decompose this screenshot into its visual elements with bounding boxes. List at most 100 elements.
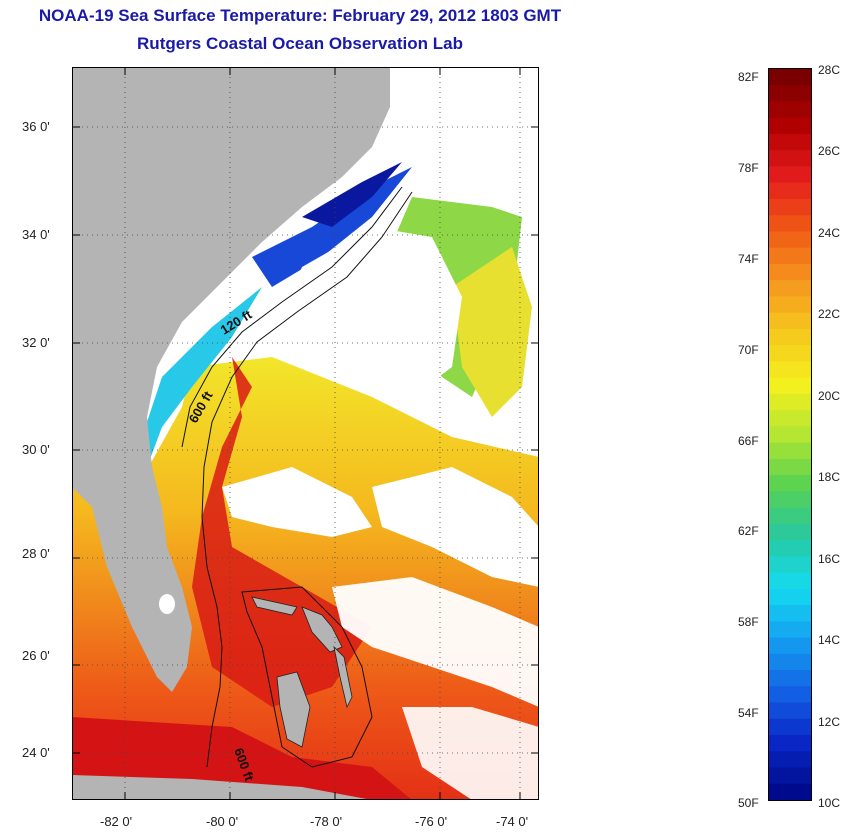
colorbar-band xyxy=(769,588,811,606)
lat-label-26: 26 0' xyxy=(22,648,50,663)
lat-label-30: 30 0' xyxy=(22,442,50,457)
colorbar-band xyxy=(769,361,811,379)
land-bahamas-andros xyxy=(276,671,311,748)
lon-label-74: -74 0' xyxy=(496,814,529,829)
temperature-colorbar xyxy=(768,68,812,801)
colorbar-band xyxy=(769,393,811,411)
colorbar-band xyxy=(769,231,811,249)
colorbar-band xyxy=(769,540,811,557)
lat-label-24: 24 0' xyxy=(22,745,50,760)
isobath-bahamas xyxy=(241,586,373,768)
lat-label-32: 32 0' xyxy=(22,335,50,350)
colorbar-band xyxy=(769,247,811,265)
colorbar-band xyxy=(769,101,811,119)
colorbar-band xyxy=(769,702,811,720)
colorbar-band xyxy=(769,312,811,330)
lake-okeechobee xyxy=(159,594,175,614)
colorbar-f-62: 62F xyxy=(738,524,759,538)
shelf-darkblue xyxy=(302,162,402,227)
lon-label-80: -80 0' xyxy=(206,814,239,829)
yellow-offshore xyxy=(452,247,532,417)
colorbar-band xyxy=(769,686,811,704)
sst-map: 120 ft 600 ft 600 ft xyxy=(72,67,539,800)
colorbar-band xyxy=(769,69,811,86)
map-subtitle: Rutgers Coastal Ocean Observation Lab xyxy=(137,34,463,53)
cloud-mid xyxy=(222,467,372,537)
colorbar-f-74: 74F xyxy=(738,252,759,266)
shelf-cyan xyxy=(142,287,262,467)
colorbar-band xyxy=(769,85,811,103)
colorbar-band xyxy=(769,410,811,427)
colorbar-band xyxy=(769,621,811,639)
gulf-stream xyxy=(192,357,372,707)
colorbar-band xyxy=(769,442,811,460)
cloud-south xyxy=(332,577,539,707)
colorbar-band xyxy=(769,767,811,785)
colorbar-band xyxy=(769,150,811,168)
colorbar-f-78: 78F xyxy=(738,161,759,175)
colorbar-band xyxy=(769,280,811,298)
colorbar-band xyxy=(769,426,811,444)
colorbar-band xyxy=(769,328,811,346)
colorbar-band xyxy=(769,345,811,362)
colorbar-band xyxy=(769,198,811,216)
cloud-east xyxy=(372,467,539,587)
colorbar-c-12: 12C xyxy=(818,715,841,729)
colorbar-f-58: 58F xyxy=(738,615,759,629)
lat-label-34: 34 0' xyxy=(22,227,50,242)
map-title: NOAA-19 Sea Surface Temperature: Februar… xyxy=(38,6,562,25)
land-southeast-us xyxy=(72,67,390,692)
colorbar-band xyxy=(769,637,811,655)
colorbar-c-22: 22C xyxy=(818,307,841,321)
land-bahamas-grand xyxy=(251,596,298,616)
colorbar-band xyxy=(769,117,811,135)
colorbar-band xyxy=(769,133,811,151)
colorbar-band xyxy=(769,670,811,687)
colorbar-band xyxy=(769,751,811,769)
colorbar-c-10: 10C xyxy=(818,796,841,810)
warm-water-region xyxy=(72,357,539,800)
colorbar-f-70: 70F xyxy=(738,343,759,357)
cloud-southeast xyxy=(402,707,539,800)
colorbar-c-24: 24C xyxy=(818,226,841,240)
colorbar-band xyxy=(769,507,811,525)
isobath-600ft xyxy=(201,191,413,768)
lon-label-78: -78 0' xyxy=(310,814,343,829)
colorbar-band xyxy=(769,572,811,590)
colorbar-c-20: 20C xyxy=(818,389,841,403)
colorbar-c-16: 16C xyxy=(818,552,841,566)
colorbar-band xyxy=(769,475,811,492)
colorbar-band xyxy=(769,523,811,541)
colorbar-band xyxy=(769,215,811,233)
land-cuba xyxy=(72,775,372,800)
colorbar-band xyxy=(769,735,811,752)
lon-label-82: -82 0' xyxy=(100,814,133,829)
colorbar-f-54: 54F xyxy=(738,706,759,720)
land-bahamas-abaco xyxy=(301,606,343,653)
colorbar-c-26: 26C xyxy=(818,144,841,158)
cloud-north xyxy=(272,227,462,397)
lat-label-28: 28 0' xyxy=(22,546,50,561)
colorbar-f-66: 66F xyxy=(738,434,759,448)
colorbar-band xyxy=(769,653,811,671)
colorbar-band xyxy=(769,182,811,200)
land-bahamas-eleuthera xyxy=(333,645,353,709)
lat-label-36: 36 0' xyxy=(22,119,50,134)
colorbar-c-28: 28C xyxy=(818,63,841,77)
colorbar-f-50: 50F xyxy=(738,796,759,810)
colorbar-band xyxy=(769,166,811,184)
colorbar-band xyxy=(769,783,811,801)
lon-label-76: -76 0' xyxy=(415,814,448,829)
map-ticks xyxy=(72,67,539,800)
colorbar-band xyxy=(769,263,811,281)
colorbar-f-82: 82F xyxy=(738,70,759,84)
colorbar-band xyxy=(769,377,811,395)
colorbar-band xyxy=(769,556,811,574)
colorbar-band xyxy=(769,458,811,476)
colorbar-c-14: 14C xyxy=(818,633,841,647)
colorbar-c-18: 18C xyxy=(818,470,841,484)
isobath-120ft xyxy=(181,186,403,448)
colorbar-band xyxy=(769,296,811,314)
map-graticule xyxy=(72,67,539,800)
colorbar-band xyxy=(769,605,811,622)
